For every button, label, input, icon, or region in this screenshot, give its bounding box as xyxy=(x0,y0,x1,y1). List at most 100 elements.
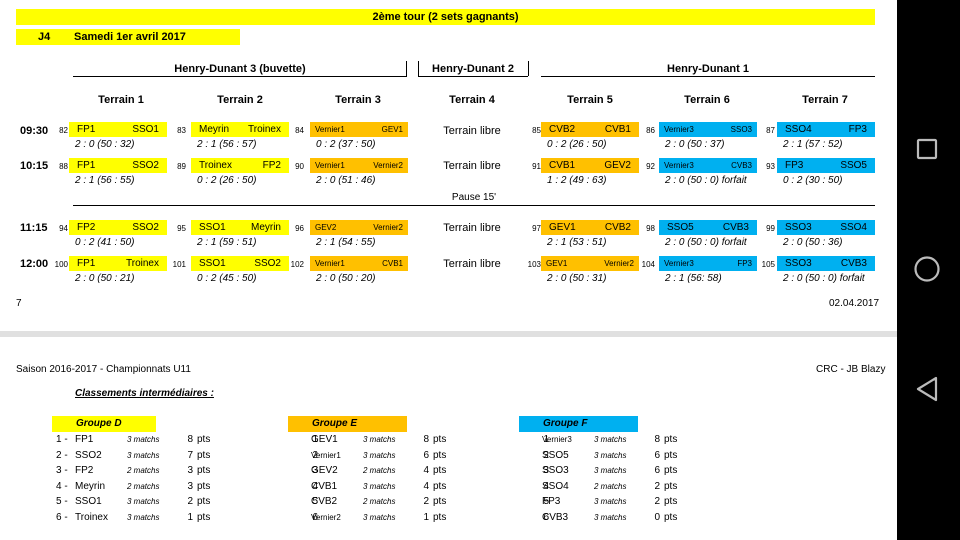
home-team: FP2 xyxy=(77,222,96,233)
match-score: 0 : 2 (41 : 50) xyxy=(75,237,135,248)
home-team: Vernier3 xyxy=(664,125,694,134)
match-score: 2 : 1 (56: 58) xyxy=(665,273,722,284)
match-number: 83 xyxy=(177,126,186,135)
standing-matches: 3 matchs xyxy=(363,435,396,444)
away-team: SSO3 xyxy=(730,125,752,134)
standing-points-unit: pts xyxy=(433,465,447,477)
match-box: FP3 SSO5 xyxy=(777,158,875,173)
match-score: 2 : 0 (50 : 36) xyxy=(783,237,843,248)
match-score: 0 : 2 (30 : 50) xyxy=(783,175,843,186)
match-score: 0 : 2 (45 : 50) xyxy=(197,273,257,284)
standing-team: GEV2 xyxy=(311,465,338,477)
terrain-header: Terrain 5 xyxy=(567,94,613,106)
standing-rank: 6 - xyxy=(56,512,68,523)
away-team: GEV1 xyxy=(381,125,403,134)
standing-points: 1 xyxy=(187,512,193,523)
recents-icon[interactable] xyxy=(911,133,943,165)
match-score: 2 : 0 (50 : 32) xyxy=(75,139,135,150)
standing-points-unit: pts xyxy=(664,434,678,445)
standing-matches: 3 matchs xyxy=(127,497,160,507)
standing-team: Vernier3 xyxy=(542,435,572,444)
standing-points-unit: pts xyxy=(433,480,447,492)
home-team: FP3 xyxy=(785,160,804,171)
standing-matches: 3 matchs xyxy=(363,481,396,491)
home-team: Vernier1 xyxy=(315,259,345,268)
group-header: Groupe E xyxy=(288,416,407,432)
away-team: SSO1 xyxy=(132,124,159,135)
standing-rank: 1 xyxy=(543,434,549,445)
home-team: SSO1 xyxy=(199,258,226,269)
standing-matches: 2 matchs xyxy=(594,481,627,491)
away-team: GEV2 xyxy=(604,160,631,171)
standing-team: Meyrin xyxy=(75,480,106,492)
match-box: Meyrin Troinex xyxy=(191,122,289,137)
away-team: Troinex xyxy=(248,124,281,135)
away-team: CVB1 xyxy=(604,124,631,135)
terrain-header: Terrain 6 xyxy=(684,94,730,106)
standing-points-unit: pts xyxy=(433,512,447,523)
match-number: 102 xyxy=(290,260,304,269)
venue-3-underline xyxy=(541,76,875,77)
standing-points: 4 xyxy=(423,480,429,492)
home-team: SSO4 xyxy=(785,124,812,135)
match-box: FP1 SSO2 xyxy=(69,158,167,173)
away-team: FP3 xyxy=(737,259,752,268)
away-team: FP2 xyxy=(262,160,281,171)
standing-points-unit: pts xyxy=(197,434,211,445)
standing-points: 7 xyxy=(187,449,193,461)
standing-points: 2 xyxy=(654,496,660,508)
match-box: SSO1 Meyrin xyxy=(191,220,289,235)
away-team: SSO2 xyxy=(254,258,281,269)
away-team: Vernier2 xyxy=(373,161,403,170)
pause-label: Pause 15' xyxy=(451,192,497,203)
standing-points: 6 xyxy=(423,449,429,461)
document-page: 2ème tour (2 sets gagnants) J4 Samedi 1e… xyxy=(0,9,897,523)
standing-team: CVB3 xyxy=(542,512,569,523)
standing-matches: 3 matchs xyxy=(127,450,160,460)
terrain-libre: Terrain libre xyxy=(443,160,501,172)
venue-1-underline xyxy=(73,76,407,77)
standing-team: SSO2 xyxy=(75,449,102,461)
home-team: CVB1 xyxy=(549,160,576,171)
standing-team: SSO3 xyxy=(542,465,569,477)
standing-points: 2 xyxy=(654,480,660,492)
standing-matches: 3 matchs xyxy=(127,513,160,522)
match-score: 2 : 0 (50 : 0) forfait xyxy=(665,175,747,186)
standing-rank: 5 xyxy=(543,496,549,508)
terrain-header: Terrain 1 xyxy=(98,94,144,106)
date-bar: J4 Samedi 1er avril 2017 xyxy=(16,29,240,45)
home-team: Troinex xyxy=(199,160,232,171)
standing-team: SSO4 xyxy=(542,480,569,492)
match-score: 2 : 1 (56 : 57) xyxy=(197,139,257,150)
standing-rank: 2 xyxy=(543,449,549,461)
standing-points-unit: pts xyxy=(197,465,211,477)
standings-title: Classements intermédiaires : xyxy=(75,388,214,399)
standing-rank: 3 - xyxy=(56,465,68,477)
date-label: Samedi 1er avril 2017 xyxy=(74,31,186,43)
standing-points-unit: pts xyxy=(664,512,678,523)
standing-points: 3 xyxy=(187,465,193,477)
back-icon[interactable] xyxy=(911,373,943,405)
standing-points: 6 xyxy=(654,465,660,477)
terrain-libre: Terrain libre xyxy=(443,125,501,137)
match-box: SSO1 SSO2 xyxy=(191,256,289,271)
match-number: 86 xyxy=(646,126,655,135)
match-number: 94 xyxy=(59,224,68,233)
standing-points: 4 xyxy=(423,465,429,477)
match-box: GEV1 Vernier2 xyxy=(541,256,639,271)
android-nav-bar xyxy=(897,0,960,540)
home-team: Vernier3 xyxy=(664,161,694,170)
venue-divider xyxy=(528,61,529,76)
standing-team: FP1 xyxy=(75,434,94,445)
match-score: 2 : 1 (54 : 55) xyxy=(316,237,376,248)
standing-team: SSO1 xyxy=(75,496,102,508)
terrain-header: Terrain 3 xyxy=(335,94,381,106)
match-number: 93 xyxy=(766,162,775,171)
standing-points-unit: pts xyxy=(664,496,678,508)
match-score: 2 : 0 (50 : 21) xyxy=(75,273,135,284)
match-number: 90 xyxy=(295,162,304,171)
standing-points: 0 xyxy=(654,512,660,523)
match-number: 99 xyxy=(766,224,775,233)
home-team: GEV1 xyxy=(549,222,576,233)
home-icon[interactable] xyxy=(911,253,943,285)
